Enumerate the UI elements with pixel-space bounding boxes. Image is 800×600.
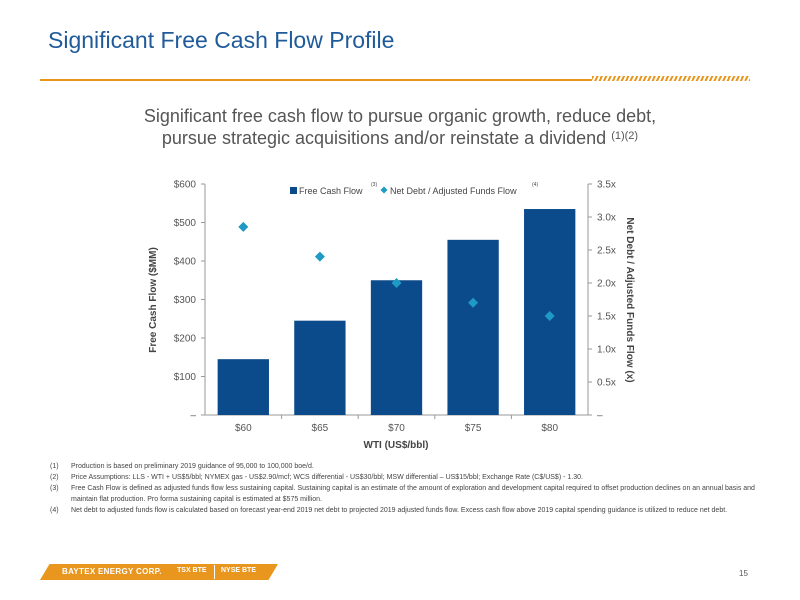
- point-net-debt-ratio: [314, 251, 325, 262]
- legend-swatch-net-debt-ratio: [380, 186, 388, 194]
- x-tick-label: $65: [312, 423, 329, 434]
- footnote-number: (2): [50, 474, 59, 481]
- y-tick-label: $300: [174, 295, 197, 306]
- y-tick-label: $100: [174, 372, 197, 383]
- y2-tick-label: 2.5x: [597, 246, 616, 257]
- y2-tick-label: 3.5x: [597, 180, 616, 191]
- footnote-row: (4) Net debt to adjusted funds flow is ca…: [50, 505, 760, 516]
- footnote-row: (1) Production is based on preliminary 20…: [50, 461, 760, 472]
- bar-free-cash-flow: [217, 359, 269, 415]
- y2-axis-label: Net Debt / Adjusted Funds Flow (x): [624, 217, 635, 382]
- bar-free-cash-flow: [370, 280, 423, 415]
- footnote-text: Free Cash Flow is defined as adjusted fu…: [71, 485, 755, 503]
- nyse-ticker: NYSE BTE: [221, 567, 257, 574]
- ticker-separator: [214, 565, 215, 579]
- chart-headline: Significant free cash flow to pursue org…: [100, 106, 700, 148]
- headline-line-2-text: pursue strategic acquisitions and/or rei…: [161, 128, 607, 148]
- page-number: 15: [739, 569, 748, 578]
- bar-free-cash-flow: [447, 239, 499, 415]
- bar-free-cash-flow: [294, 320, 346, 415]
- title-rule-hatch: [592, 76, 750, 81]
- point-net-debt-ratio: [544, 311, 555, 321]
- legend-swatch-free-cash-flow: [290, 187, 297, 194]
- company-logo-text: BAYTEX ENERGY CORP.: [62, 567, 162, 576]
- page-title: Significant Free Cash Flow Profile: [48, 27, 395, 53]
- x-tick-label: $75: [465, 423, 482, 434]
- y2-tick-label: 0.5x: [597, 378, 616, 389]
- y2-tick-label: 2.0x: [597, 279, 616, 290]
- footnote-number: (3): [50, 485, 59, 492]
- point-net-debt-ratio: [468, 297, 479, 308]
- legend-superscript-net-debt-ratio: (4): [532, 182, 538, 188]
- footnote-row: (3) Free Cash Flow is defined as adjusted…: [50, 483, 760, 505]
- point-net-debt-ratio: [238, 221, 249, 232]
- y-tick-label: $600: [174, 180, 197, 191]
- y-tick-label: $500: [174, 218, 197, 229]
- y-axis-label: Free Cash Flow ($MM): [148, 247, 159, 353]
- x-tick-label: $70: [388, 423, 405, 434]
- y2-tick-label: –: [597, 411, 603, 422]
- footnote-text: Net debt to adjusted funds flow is calcu…: [71, 507, 728, 514]
- point-net-debt-ratio: [391, 278, 402, 288]
- x-axis-label: WTI (US$/bbl): [364, 440, 429, 451]
- footnote-text: Price Assumptions: LLS - WTI + US$5/bbl;…: [71, 474, 583, 481]
- title-rule: [40, 79, 750, 81]
- footnote-text: Production is based on preliminary 2019 …: [71, 463, 314, 470]
- y-tick-label: –: [190, 411, 196, 422]
- x-tick-label: $60: [235, 423, 252, 434]
- footer-accent-bar: [40, 564, 278, 580]
- footnotes: (1) Production is based on preliminary 20…: [50, 461, 760, 516]
- free-cash-flow-chart: – $100 $200 $300 $400 $500 $600 – 0.5x 1.0x 1.5x 2.…: [148, 180, 635, 452]
- legend-superscript-free-cash-flow: (3): [371, 182, 377, 188]
- footnote-number: (4): [50, 507, 59, 514]
- tsx-ticker: TSX BTE: [177, 567, 207, 574]
- headline-line-1: Significant free cash flow to pursue org…: [143, 106, 657, 126]
- headline-superscript: (1)(2): [611, 130, 639, 142]
- legend-label-free-cash-flow: Free Cash Flow: [299, 186, 363, 196]
- legend-label-net-debt-ratio: Net Debt / Adjusted Funds Flow: [390, 186, 517, 196]
- headline-line-2: pursue strategic acquisitions and/or rei…: [100, 126, 700, 148]
- footnote-row: (2) Price Assumptions: LLS - WTI + US$5/b…: [50, 472, 760, 483]
- y-tick-label: $200: [174, 334, 197, 345]
- y2-tick-label: 3.0x: [597, 213, 616, 224]
- x-tick-label: $80: [541, 423, 558, 434]
- y2-tick-label: 1.0x: [597, 345, 616, 356]
- y2-tick-label: 1.5x: [597, 312, 616, 323]
- footnote-number: (1): [50, 463, 59, 470]
- y-tick-label: $400: [174, 257, 197, 268]
